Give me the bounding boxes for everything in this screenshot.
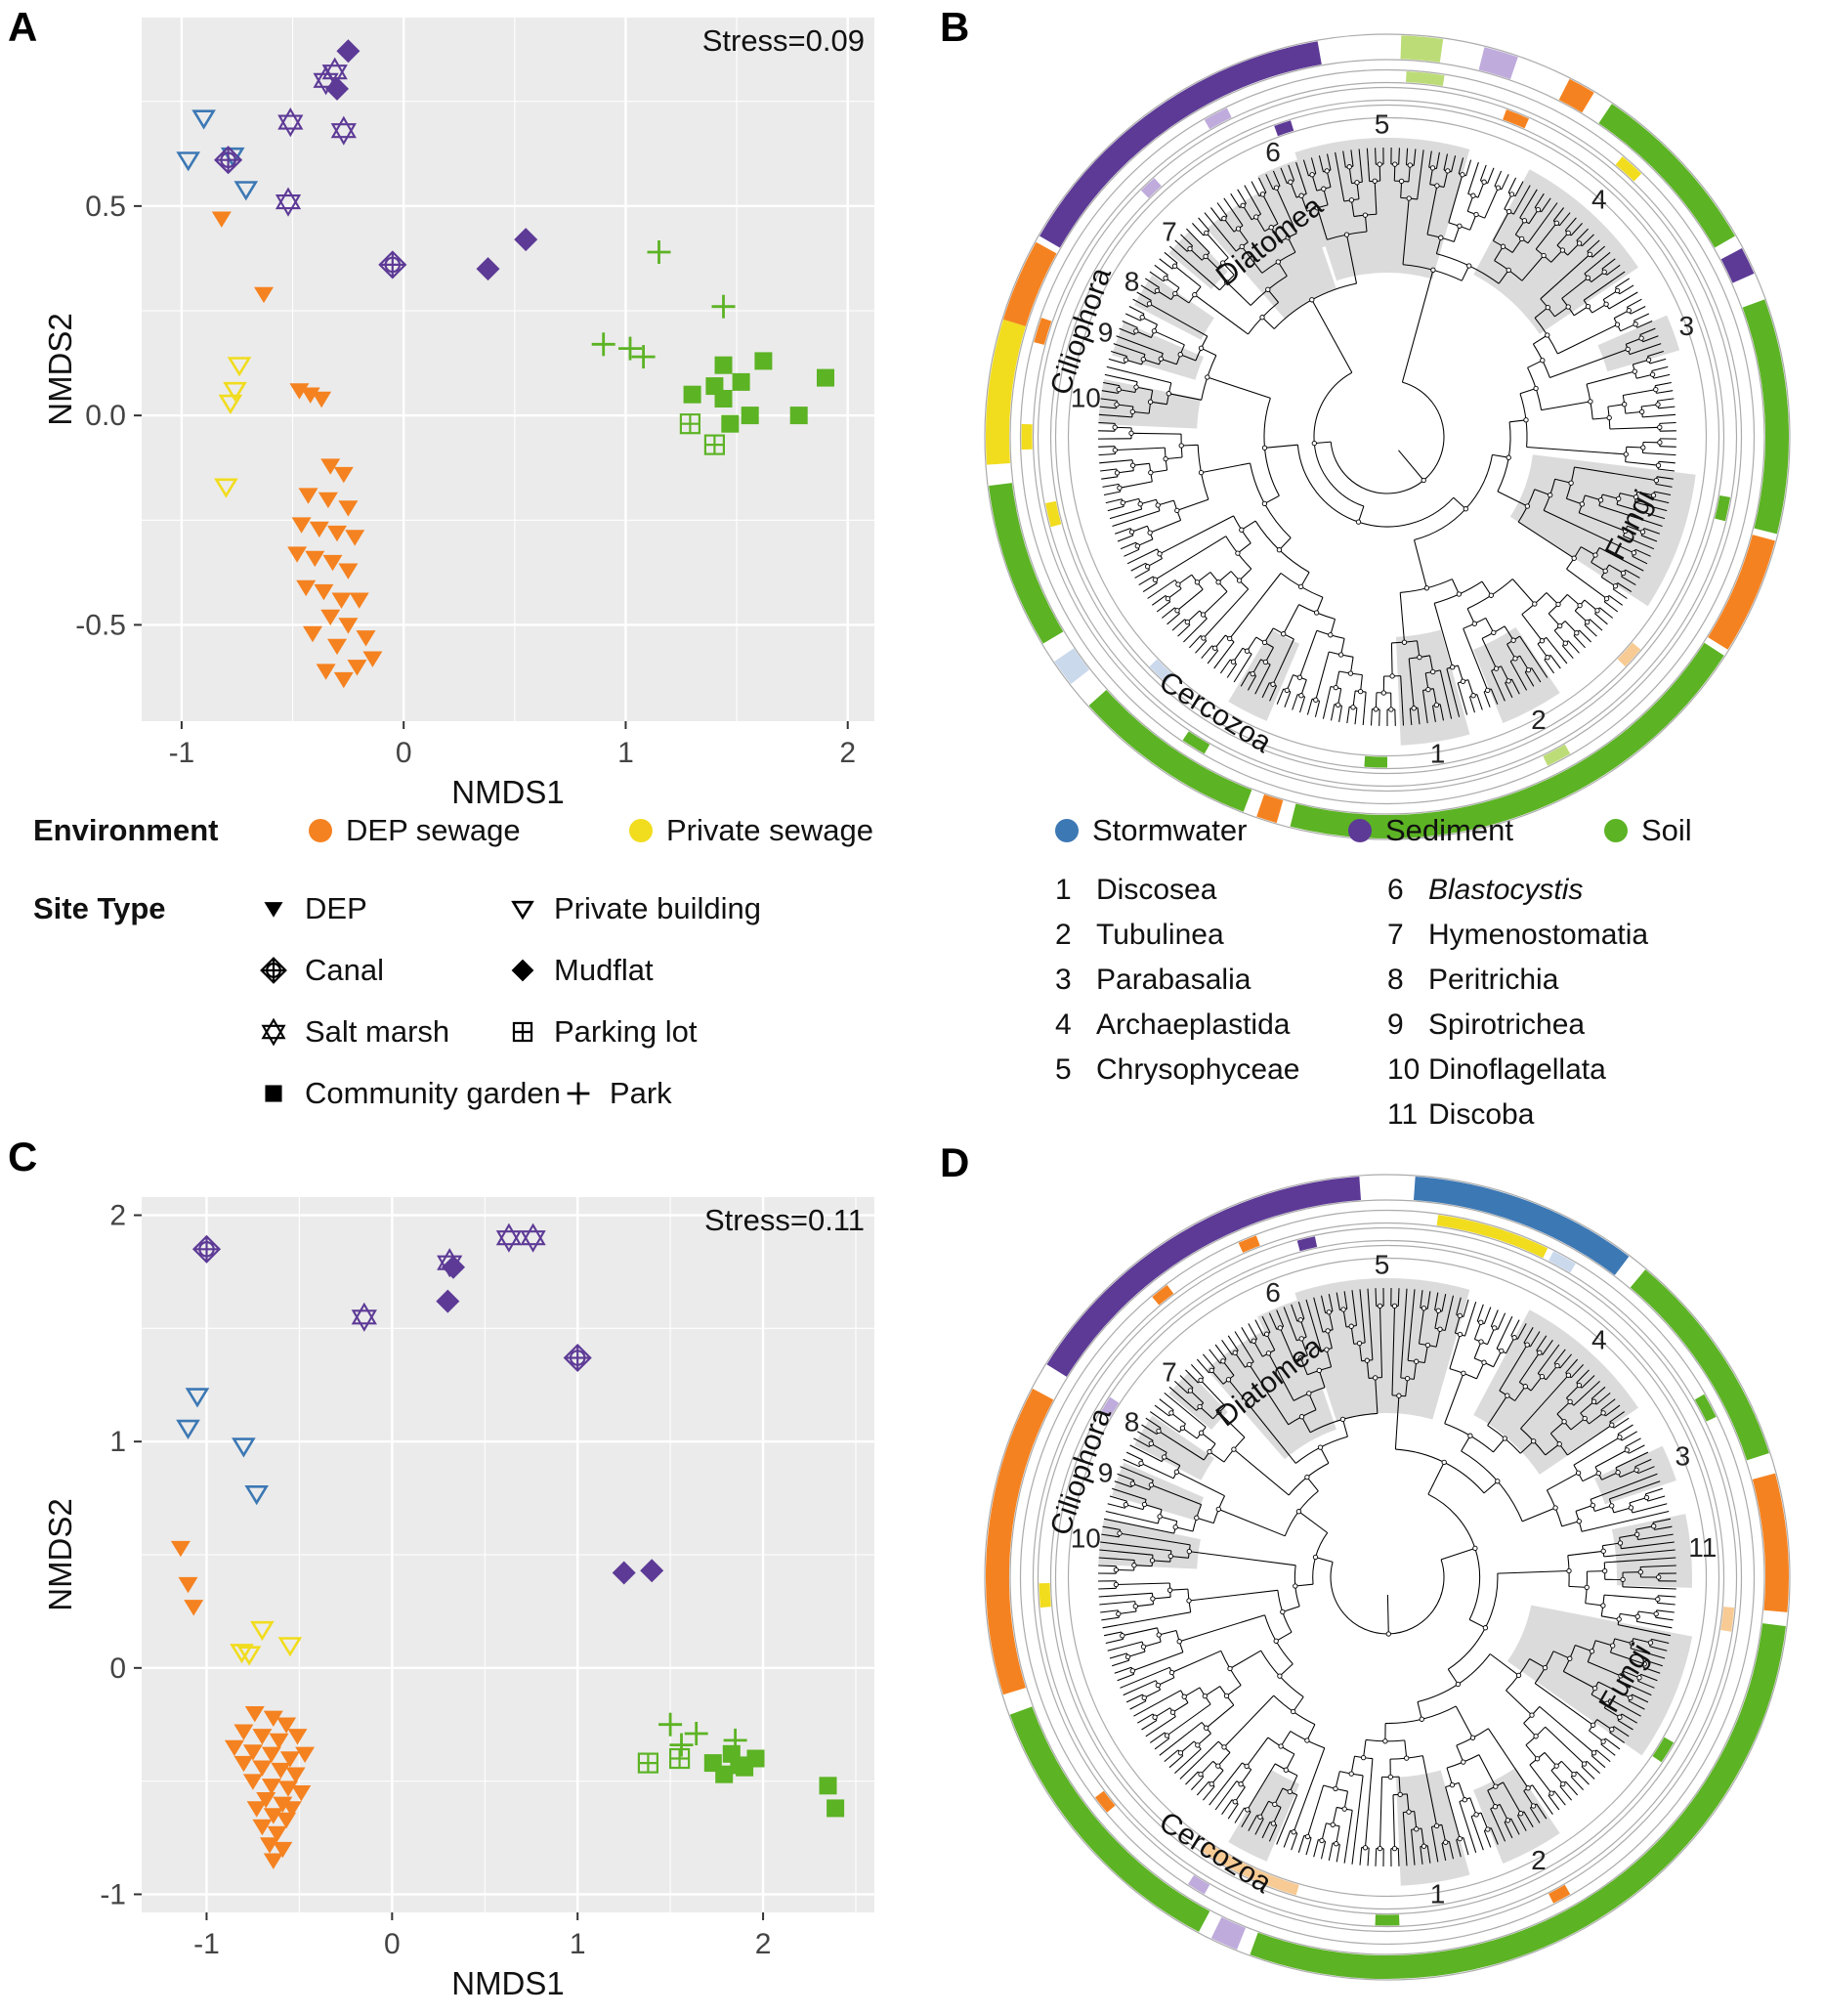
svg-text:10: 10 [1071,382,1101,412]
private-sewage-swatch [629,819,653,842]
svg-text:Stress=0.09: Stress=0.09 [702,23,865,58]
taxa-item: 4 Archaeplastida [1055,1008,1291,1041]
nmds-plot-c: -1 0 1 2 -1 0 1 2 NMDS1 NMDS2 Stress=0.11 [42,1197,874,2001]
legend-item-community-garden: Community garden [256,1076,561,1111]
taxa-item: 3 Parabasalia [1055,964,1251,996]
legend-item-dep: DEP [256,891,505,926]
svg-text:1: 1 [617,737,634,769]
site-type-legend-row-1: Site Type DEP Private building [33,891,761,926]
site-type-legend-row-3: Salt marsh Parking lot [33,1014,697,1050]
salt-marsh-marker-icon [256,1016,291,1048]
parking-lot-marker-icon [505,1016,540,1048]
nmds-plot-a: -1 0 1 2 -0.5 0.0 0.5 NMDS1 NMDS2 Stress=0.09 [42,18,874,810]
panel-label-c: C [8,1134,38,1180]
legend-item-park: Park [561,1076,672,1111]
svg-text:0.5: 0.5 [85,191,126,223]
legend-item-canal: Canal [256,953,505,988]
dep-sewage-swatch [309,819,332,842]
svg-text:NMDS2: NMDS2 [42,1498,78,1611]
legend-item-stormwater: Stormwater [1055,813,1348,848]
soil-swatch [1604,819,1628,842]
svg-text:-1: -1 [169,737,195,769]
svg-text:0: 0 [384,1928,401,1960]
canal-marker-icon [256,955,291,986]
svg-text:1: 1 [109,1426,126,1458]
taxa-item: 1 Discosea [1055,874,1217,906]
svg-text:7: 7 [1162,216,1177,246]
svg-text:3: 3 [1679,311,1695,341]
site-type-legend-title: Site Type [33,891,166,925]
taxa-item: 2 Tubulinea [1055,919,1224,951]
environment-legend-right: Stormwater Sediment Soil [1055,813,1692,848]
community-garden-marker-icon [256,1078,291,1109]
taxa-list-col-1: 1 Discosea 2 Tubulinea 3 Parabasalia 4 Archa… [1055,874,1299,1098]
private-building-marker-icon [505,893,540,924]
svg-text:0: 0 [109,1652,126,1685]
svg-text:3: 3 [1676,1440,1691,1471]
legend-item-salt-marsh: Salt marsh [256,1014,505,1050]
stormwater-swatch [1055,819,1079,842]
svg-text:Stress=0.11: Stress=0.11 [704,1203,865,1237]
taxa-item: 7 Hymenostomatia [1387,919,1649,951]
environment-legend-title: Environment [33,813,219,847]
svg-text:-1: -1 [100,1878,126,1910]
environment-legend: Environment DEP sewage Private sewage [33,813,873,848]
svg-text:1: 1 [1430,1878,1446,1909]
dep-marker-icon [256,893,291,924]
taxa-item: 5 Chrysophyceae [1055,1053,1300,1086]
svg-text:4: 4 [1591,185,1607,215]
svg-text:9: 9 [1098,1457,1114,1487]
svg-text:5: 5 [1375,108,1390,139]
mudflat-marker-icon [505,955,540,986]
taxa-item: 9 Spirotrichea [1387,1008,1586,1041]
svg-text:NMDS1: NMDS1 [451,774,565,810]
svg-text:1: 1 [1430,738,1446,768]
legend-item-parking-lot: Parking lot [505,1014,697,1050]
svg-text:8: 8 [1124,266,1140,296]
svg-text:2: 2 [839,737,856,769]
taxa-item: 10 Dinoflagellata [1387,1053,1606,1086]
taxa-item: 11 Discoba [1387,1098,1535,1131]
legend-item-mudflat: Mudflat [505,953,654,988]
site-type-legend-row-2: Canal Mudflat [33,953,654,988]
svg-text:NMDS1: NMDS1 [451,1965,565,2001]
park-marker-icon [561,1078,596,1109]
site-type-legend-row-4: Community garden Park [33,1076,672,1111]
svg-text:1: 1 [570,1928,586,1960]
svg-text:2: 2 [755,1928,772,1960]
svg-text:8: 8 [1124,1406,1140,1437]
svg-text:2: 2 [109,1200,126,1232]
legend-item-private-sewage: Private sewage [629,813,873,848]
legend-item-private-building: Private building [505,891,761,926]
panel-label-a: A [8,4,38,50]
panel-label-b: B [940,4,970,50]
legend-item-sediment: Sediment [1348,813,1604,848]
svg-text:NMDS2: NMDS2 [42,313,78,426]
phylogenetic-tree-b: 56432178910DiatomeaCiliophoraCercozoaFun… [984,33,1791,840]
phylogenetic-tree-d: 5643112178910DiatomeaCiliophoraCercozoaF… [984,1174,1791,1981]
svg-text:9: 9 [1098,317,1114,347]
taxa-list-col-2: 6 Blastocystis 7 Hymenostomatia 8 Peritrich… [1387,874,1648,1143]
sediment-swatch [1348,819,1372,842]
svg-text:6: 6 [1265,1277,1281,1308]
svg-text:11: 11 [1688,1532,1717,1563]
legend-item-soil: Soil [1604,813,1692,848]
svg-text:7: 7 [1162,1356,1177,1387]
svg-text:-1: -1 [193,1928,220,1960]
svg-text:2: 2 [1531,1845,1547,1875]
svg-text:0.0: 0.0 [85,400,126,432]
svg-text:4: 4 [1591,1325,1607,1355]
svg-text:6: 6 [1265,137,1281,167]
taxa-item: 8 Peritrichia [1387,964,1559,996]
taxa-item: 6 Blastocystis [1387,874,1584,906]
svg-text:-0.5: -0.5 [75,609,126,641]
svg-text:0: 0 [396,737,412,769]
svg-text:10: 10 [1071,1523,1101,1553]
svg-text:2: 2 [1531,705,1547,735]
panel-label-d: D [940,1139,970,1185]
svg-text:5: 5 [1375,1249,1390,1279]
legend-item-dep-sewage: DEP sewage [309,813,629,848]
